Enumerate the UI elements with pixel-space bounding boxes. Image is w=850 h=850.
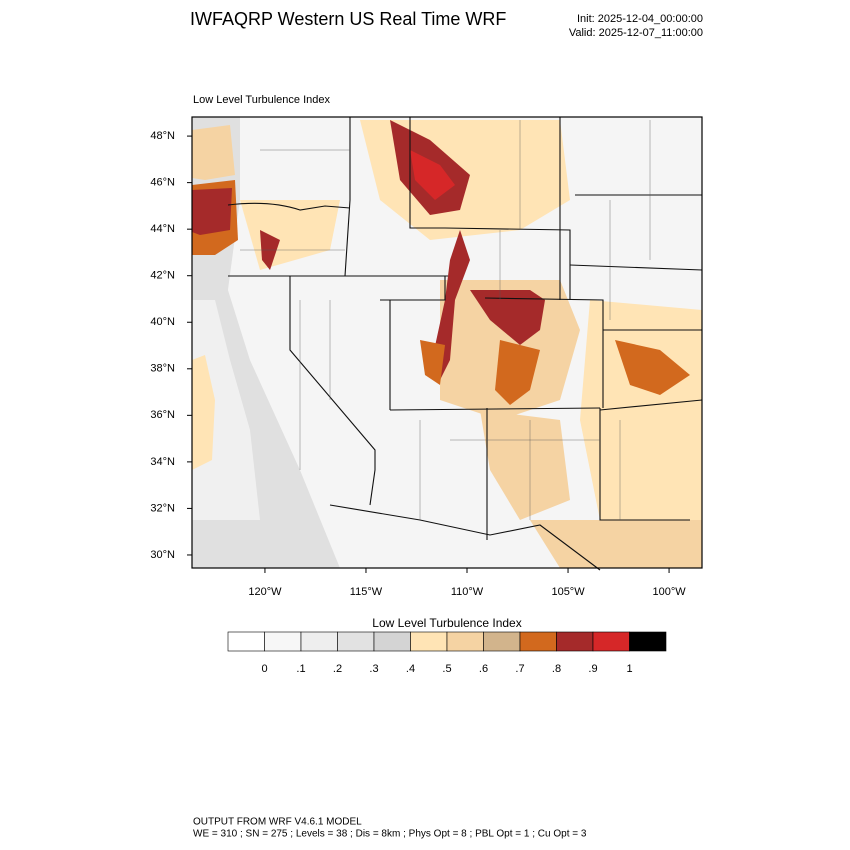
- colorbar-box: [300, 631, 338, 652]
- colorbar: 0 .1 .2 .3 .4 .5 .6 .7 .8 .9 1: [227, 631, 667, 675]
- lat-tick-label: 32°N: [150, 502, 175, 514]
- lat-tick-label: 42°N: [150, 270, 175, 282]
- colorbar-tick-label: .9: [588, 663, 597, 675]
- lat-tick-label: 46°N: [150, 177, 175, 189]
- lat-tick-label: 44°N: [150, 223, 175, 235]
- colorbar-box: [556, 631, 594, 652]
- boundaries: [227, 117, 703, 571]
- lat-tick-label: 30°N: [150, 549, 175, 561]
- title: IWFAQRP Western US Real Time WRF: [190, 9, 506, 29]
- colorbar-tick-label: 1: [626, 663, 632, 675]
- colorbar-tick-label: .2: [333, 663, 342, 675]
- init-time: Init: 2025-12-04_00:00:00: [577, 13, 703, 25]
- colorbar-box: [373, 631, 411, 652]
- valid-time: Valid: 2025-12-07_11:00:00: [569, 27, 703, 39]
- map-field: [192, 117, 702, 568]
- colorbar-tick-label: .8: [552, 663, 561, 675]
- lat-tick-label: 34°N: [150, 456, 175, 468]
- colorbar-box: [483, 631, 521, 652]
- lon-tick-label: 110°W: [451, 586, 484, 598]
- colorbar-box: [519, 631, 557, 652]
- colorbar-tick-label: .7: [515, 663, 524, 675]
- colorbar-box: [592, 631, 630, 652]
- lon-tick-label: 105°W: [551, 586, 585, 598]
- lon-tick-label: 115°W: [350, 586, 383, 598]
- colorbar-box: [264, 631, 302, 652]
- lon-tick-label: 100°W: [652, 586, 686, 598]
- colorbar-tick-label: .1: [296, 663, 305, 675]
- colorbar-tick-label: .4: [406, 663, 415, 675]
- colorbar-box: [227, 631, 265, 652]
- map-frame: [191, 116, 703, 569]
- colorbar-tick-label: .3: [369, 663, 378, 675]
- colorbar-box: [446, 631, 484, 652]
- lat-tick-label: 36°N: [150, 409, 175, 421]
- colorbar-box: [337, 631, 375, 652]
- lon-tick-label: 120°W: [248, 586, 282, 598]
- footer-model: OUTPUT FROM WRF V4.6.1 MODEL: [193, 817, 362, 828]
- colorbar-tick-label: 0: [261, 663, 267, 675]
- colorbar-box: [629, 631, 667, 652]
- colorbar-tick-label: .5: [442, 663, 451, 675]
- map-subtitle: Low Level Turbulence Index: [193, 94, 330, 106]
- colorbar-box: [410, 631, 448, 652]
- lat-tick-label: 40°N: [150, 316, 175, 328]
- colorbar-tick-label: .6: [479, 663, 488, 675]
- footer-settings: WE = 310 ; SN = 275 ; Levels = 38 ; Dis …: [193, 829, 587, 840]
- lat-tick-label: 38°N: [150, 363, 175, 375]
- colorbar-title: Low Level Turbulence Index: [372, 616, 521, 630]
- map-axes: 30°N 32°N 34°N 36°N 38°N 40°N 42°N 44°N 46°N 48°N…: [150, 130, 686, 598]
- lat-tick-label: 48°N: [150, 130, 175, 142]
